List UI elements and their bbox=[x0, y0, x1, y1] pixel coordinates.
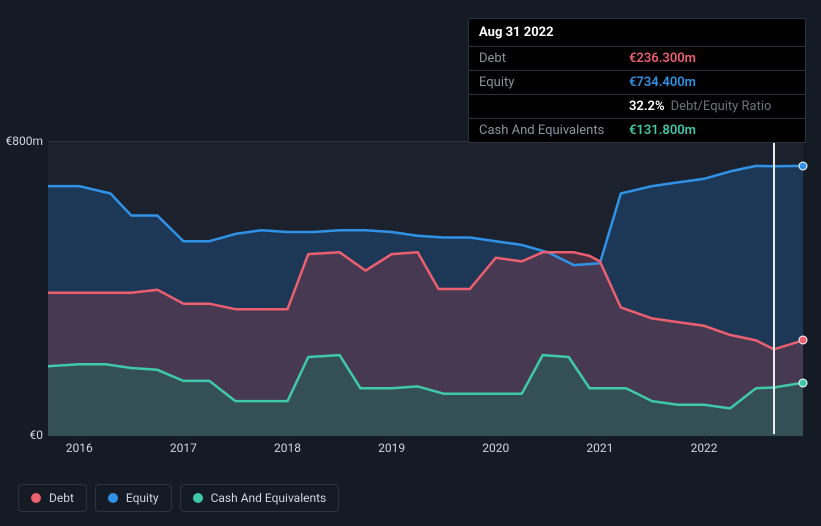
legend-label: Cash And Equivalents bbox=[211, 491, 327, 505]
crosshair-line bbox=[773, 142, 775, 434]
x-axis-label: 2016 bbox=[66, 441, 93, 455]
tooltip-row-value: 32.2%Debt/Equity Ratio bbox=[629, 99, 771, 114]
y-axis-label: €800m bbox=[0, 134, 43, 148]
x-axis-label: 2017 bbox=[170, 441, 197, 455]
tooltip-row-label bbox=[479, 99, 629, 114]
tooltip-row: 32.2%Debt/Equity Ratio bbox=[469, 95, 805, 119]
legend-dot-icon bbox=[31, 493, 41, 503]
tooltip-row-value: €131.800m bbox=[629, 123, 696, 138]
debt-equity-chart: €800m€0 2016201720182019202020212022 bbox=[18, 125, 803, 485]
series-end-marker bbox=[799, 336, 808, 345]
plot-area[interactable] bbox=[48, 141, 803, 435]
x-axis-label: 2018 bbox=[274, 441, 301, 455]
tooltip-row-label: Cash And Equivalents bbox=[479, 123, 629, 138]
legend-dot-icon bbox=[193, 493, 203, 503]
tooltip-row-label: Equity bbox=[479, 75, 629, 90]
tooltip-row-label: Debt bbox=[479, 51, 629, 66]
tooltip-row-value: €236.300m bbox=[629, 51, 696, 66]
tooltip-row-suffix: Debt/Equity Ratio bbox=[671, 99, 772, 114]
x-axis-label: 2019 bbox=[378, 441, 405, 455]
x-axis: 2016 2017 2018 2019 2020 2021 2022 bbox=[48, 441, 803, 463]
tooltip-row: Equity€734.400m bbox=[469, 71, 805, 95]
legend-item[interactable]: Debt bbox=[18, 484, 87, 512]
tooltip-row-value: €734.400m bbox=[629, 75, 696, 90]
y-axis-label: €0 bbox=[0, 428, 43, 442]
legend-label: Equity bbox=[126, 491, 159, 505]
legend-dot-icon bbox=[108, 493, 118, 503]
tooltip-row: Cash And Equivalents€131.800m bbox=[469, 119, 805, 142]
x-axis-label: 2022 bbox=[691, 441, 718, 455]
chart-tooltip: Aug 31 2022 Debt€236.300mEquity€734.400m… bbox=[468, 18, 806, 143]
tooltip-row: Debt€236.300m bbox=[469, 47, 805, 71]
legend-item[interactable]: Equity bbox=[95, 484, 172, 512]
legend-item[interactable]: Cash And Equivalents bbox=[180, 484, 340, 512]
legend-label: Debt bbox=[49, 491, 74, 505]
series-end-marker bbox=[799, 161, 808, 170]
tooltip-date: Aug 31 2022 bbox=[469, 19, 805, 47]
x-axis-label: 2020 bbox=[482, 441, 509, 455]
x-axis-label: 2021 bbox=[586, 441, 613, 455]
series-end-marker bbox=[799, 378, 808, 387]
chart-legend: Debt Equity Cash And Equivalents bbox=[18, 484, 339, 512]
